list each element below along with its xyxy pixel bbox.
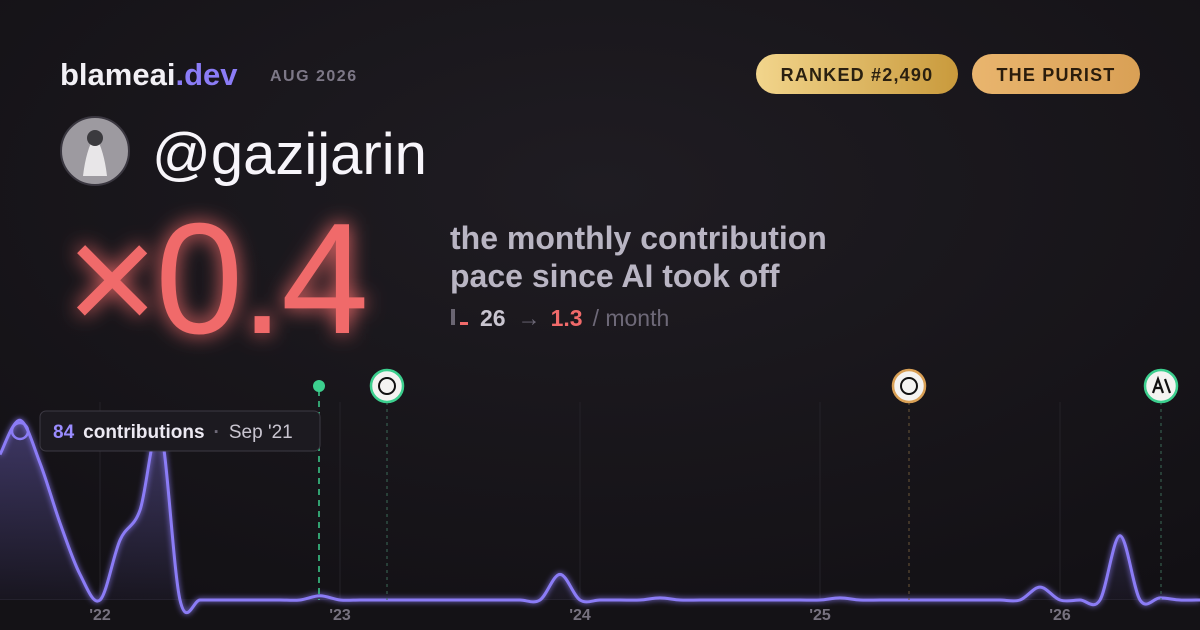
event-icon [369,368,405,404]
badge-text: THE PURIST [996,65,1115,85]
x-tick-label: '23 [329,607,351,624]
tooltip: 84 contributions · Sep '21 [10,410,321,452]
stat-icon [460,322,468,325]
event-icon-glyph [378,377,396,395]
line [0,418,1200,615]
event-icon-glyph [900,377,918,395]
description: the monthly contribution [450,220,827,256]
x-tick-label: '22 [89,607,111,624]
handle: @gazijarin [152,122,427,187]
x-tick-label: '24 [569,607,591,624]
avatar-figure [83,135,107,176]
brand: blameai.dev [60,57,238,92]
brand-suffix: .dev [175,57,238,92]
period: AUG 2026 [270,68,358,85]
avatar-head [87,130,103,146]
tooltip-text: 84 contributions · Sep '21 [53,422,293,443]
tooltip-value: 84 [53,422,75,443]
event-dot [313,380,325,392]
tooltip-date: Sep '21 [229,422,293,443]
area [0,420,1200,613]
x-tick-label: '25 [809,607,831,624]
stat-arrow: → [518,305,541,331]
brand-name: blameai [60,57,175,92]
stat-before: 26 [480,305,506,331]
stats: 26 → 1.3 / month [480,305,669,331]
tooltip-separator: · [214,422,220,443]
tooltip-label: contributions [83,422,204,443]
tooltip-box [39,410,321,452]
badge [756,54,958,94]
stat-unit: / month [593,305,670,331]
chart: '22 '23 '24 '25 '26 [0,402,1200,630]
description: pace since AI took off [450,258,780,294]
badge-text: RANKED #2,490 [781,65,934,85]
stat-after: 1.3 [551,305,583,331]
multiplier: ×0.4 [66,191,366,367]
badge [972,54,1140,94]
axis-band [0,600,1200,630]
event-icon-glyph [1151,375,1172,394]
tooltip-point [10,421,30,441]
event-icon [891,368,927,404]
stat-icon [451,309,455,325]
x-tick-label: '26 [1049,607,1071,624]
